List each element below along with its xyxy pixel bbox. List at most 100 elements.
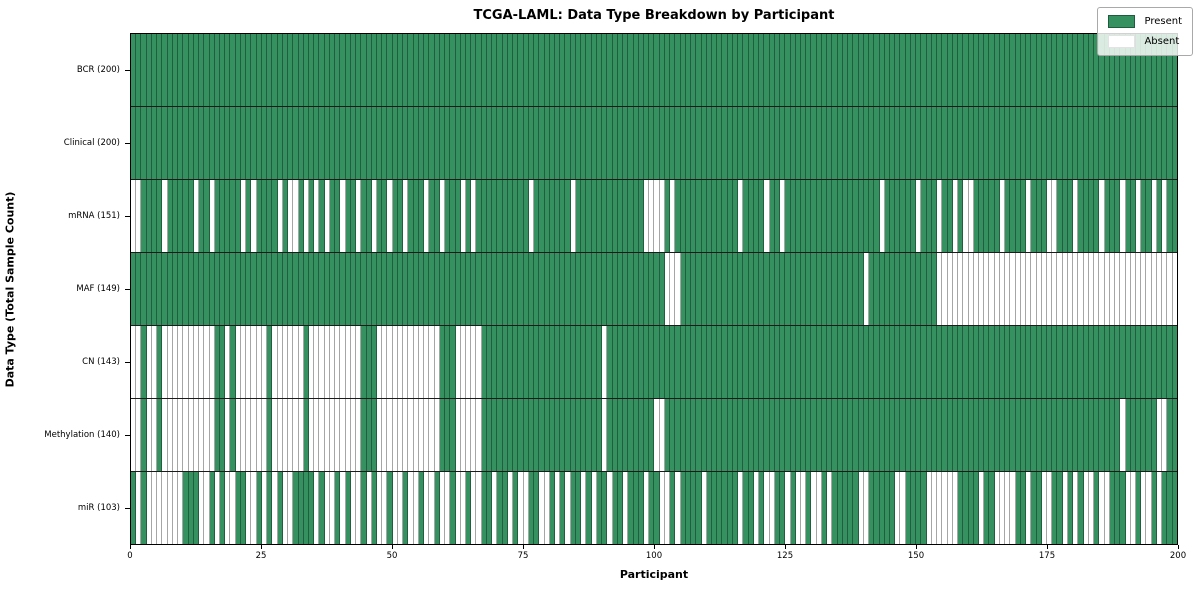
cell (1109, 326, 1116, 398)
cell (214, 326, 220, 398)
cell (235, 180, 241, 252)
cell (801, 180, 807, 252)
cell (188, 34, 194, 106)
cell (863, 107, 870, 179)
cell (178, 34, 184, 106)
cell (989, 107, 995, 179)
cell (978, 34, 985, 106)
cell (937, 107, 943, 179)
cell (209, 180, 215, 252)
cell (157, 107, 163, 179)
cell (146, 253, 152, 325)
cell (649, 180, 655, 252)
cell (811, 107, 817, 179)
cell (691, 326, 697, 398)
cell (549, 253, 555, 325)
cell (235, 107, 241, 179)
cell (350, 399, 357, 471)
cell (942, 180, 948, 252)
chart-title: TCGA-LAML: Data Type Breakdown by Partic… (473, 8, 835, 23)
cell (1083, 399, 1089, 471)
cell (554, 399, 561, 471)
cell (235, 34, 241, 106)
cell (617, 472, 624, 544)
cell (602, 253, 608, 325)
cell (528, 399, 535, 471)
cell (764, 180, 770, 252)
cell (136, 326, 142, 398)
cell (324, 326, 330, 398)
cell (1052, 180, 1058, 252)
cell (1104, 180, 1110, 252)
cell (230, 34, 236, 106)
cell (162, 472, 168, 544)
cell (596, 34, 603, 106)
cell (146, 326, 152, 398)
cell (999, 326, 1006, 398)
cell (1026, 472, 1032, 544)
cell (178, 326, 184, 398)
cell (858, 107, 864, 179)
cell (664, 326, 671, 398)
cell (466, 399, 472, 471)
cell (356, 180, 362, 252)
cell (178, 180, 184, 252)
cell (1088, 472, 1095, 544)
legend-item-present: Present (1108, 15, 1182, 28)
cell (481, 34, 487, 106)
cell (251, 180, 257, 252)
cell (319, 180, 325, 252)
cell (424, 472, 430, 544)
row-band-miR (131, 472, 1177, 544)
cell (916, 472, 922, 544)
cell (204, 326, 210, 398)
cell (717, 253, 723, 325)
cell (518, 107, 524, 179)
cell (1036, 180, 1042, 252)
cell (1156, 34, 1163, 106)
cell (146, 180, 152, 252)
cell (392, 472, 398, 544)
cell (246, 107, 252, 179)
cell (324, 472, 330, 544)
cell (863, 180, 870, 252)
cell (225, 472, 231, 544)
cell (518, 472, 524, 544)
cell (743, 107, 749, 179)
cell (984, 253, 990, 325)
cell (549, 399, 555, 471)
cell (450, 34, 456, 106)
cell (282, 326, 289, 398)
row-band-Clinical (131, 107, 1177, 180)
cell (973, 34, 979, 106)
cell (664, 107, 671, 179)
cell (288, 472, 294, 544)
cell (1167, 326, 1173, 398)
cell (743, 399, 749, 471)
cell (382, 180, 388, 252)
cell (984, 399, 990, 471)
cell (1104, 326, 1110, 398)
legend-label-present: Present (1144, 16, 1182, 27)
cell (288, 180, 294, 252)
cell (219, 34, 226, 106)
cell (1136, 107, 1142, 179)
cell (1067, 399, 1074, 471)
cell (1162, 34, 1168, 106)
cell (670, 399, 676, 471)
cell (308, 34, 315, 106)
cell (1115, 107, 1121, 179)
cell (706, 472, 713, 544)
cell (214, 107, 220, 179)
cell (1015, 253, 1021, 325)
cell (413, 180, 419, 252)
cell (1141, 180, 1147, 252)
cell (973, 107, 979, 179)
cell (1083, 34, 1089, 106)
cell (643, 399, 650, 471)
cell (732, 253, 739, 325)
cell (905, 399, 911, 471)
cell (345, 107, 351, 179)
cell (874, 253, 880, 325)
cell (1005, 180, 1011, 252)
